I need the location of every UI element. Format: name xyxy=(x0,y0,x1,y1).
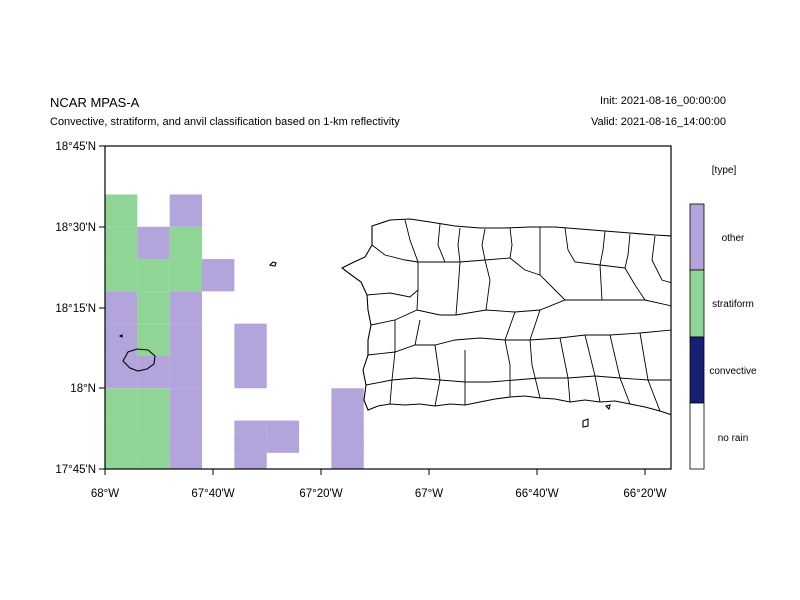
lon-label-2: 67°20'W xyxy=(299,488,342,500)
classification-cells xyxy=(105,194,364,469)
cell-stratiform xyxy=(105,259,138,292)
cell-stratiform xyxy=(137,388,170,421)
legend-label-convective: convective xyxy=(709,366,757,377)
cell-other xyxy=(169,436,203,469)
lon-label-3: 67°W xyxy=(415,488,443,500)
cell-stratiform xyxy=(105,194,138,227)
cell-stratiform xyxy=(137,323,170,356)
cell-stratiform xyxy=(169,259,203,292)
cell-other xyxy=(331,388,364,421)
lon-labels: 68°W 67°40'W 67°20'W 67°W 66°40'W 66°20'… xyxy=(91,488,667,500)
lon-label-4: 66°40'W xyxy=(515,488,558,500)
cell-other xyxy=(105,355,138,389)
cell-stratiform xyxy=(105,388,138,421)
legend-swatch-other xyxy=(689,203,705,271)
init-time: Init: 2021-08-16_00:00:00 xyxy=(600,95,726,107)
cell-other xyxy=(137,355,170,389)
south-cay-outline xyxy=(604,404,611,411)
cell-stratiform xyxy=(169,226,203,260)
caja-de-muertos-outline xyxy=(582,418,589,428)
cell-other xyxy=(105,291,138,324)
legend-label-no-rain: no rain xyxy=(718,433,749,444)
lat-label-3: 18°N xyxy=(70,383,96,395)
lat-axis xyxy=(99,145,105,470)
mona-island-outline xyxy=(122,348,156,372)
cell-other xyxy=(169,323,203,356)
legend-swatch-stratiform xyxy=(689,269,705,338)
cell-other xyxy=(169,388,203,421)
cell-other xyxy=(234,355,267,389)
cell-stratiform xyxy=(105,436,138,469)
cell-other xyxy=(169,194,203,227)
cell-stratiform xyxy=(105,226,138,260)
cell-stratiform xyxy=(137,259,170,292)
cell-other xyxy=(105,323,138,356)
cell-other xyxy=(137,226,170,260)
desecheo-island-outline xyxy=(268,261,277,267)
cell-other xyxy=(234,323,267,356)
lon-axis xyxy=(104,469,646,475)
legend-label-other: other xyxy=(722,233,745,244)
cell-stratiform xyxy=(137,436,170,469)
legend-label-stratiform: stratiform xyxy=(712,299,754,310)
cell-other xyxy=(169,291,203,324)
legend-swatch-convective xyxy=(689,336,705,404)
lat-label-4: 17°45'N xyxy=(55,464,96,476)
legend-swatch-no-rain xyxy=(689,402,705,470)
cell-other xyxy=(169,355,203,389)
lat-labels: 18°45'N 18°30'N 18°15'N 18°N 17°45'N xyxy=(55,141,96,476)
lat-label-0: 18°45'N xyxy=(55,141,96,153)
cell-other xyxy=(234,436,267,469)
cell-other xyxy=(202,259,235,292)
chart-subtitle: Convective, stratiform, and anvil classi… xyxy=(50,116,400,128)
lat-label-1: 18°30'N xyxy=(55,222,96,234)
monito-outline xyxy=(118,334,123,338)
legend-title: [type] xyxy=(712,165,737,176)
chart-title: NCAR MPAS-A xyxy=(50,95,140,110)
coastlines xyxy=(118,218,671,428)
municipality-boundaries xyxy=(365,219,671,412)
lon-label-0: 68°W xyxy=(91,488,119,500)
cell-other xyxy=(266,420,300,453)
lon-label-5: 66°20'W xyxy=(623,488,666,500)
lat-label-2: 18°15'N xyxy=(55,303,96,315)
cell-other xyxy=(331,436,364,469)
lon-label-1: 67°40'W xyxy=(191,488,234,500)
valid-time: Valid: 2021-08-16_14:00:00 xyxy=(591,116,726,128)
cell-stratiform xyxy=(137,291,170,324)
legend: other stratiform convective no rain xyxy=(689,203,757,470)
